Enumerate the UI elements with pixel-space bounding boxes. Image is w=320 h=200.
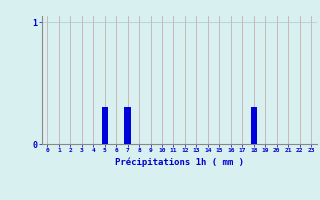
Bar [251, 107, 257, 144]
X-axis label: Précipitations 1h ( mm ): Précipitations 1h ( mm ) [115, 157, 244, 167]
Bar [124, 107, 131, 144]
Bar [101, 107, 108, 144]
